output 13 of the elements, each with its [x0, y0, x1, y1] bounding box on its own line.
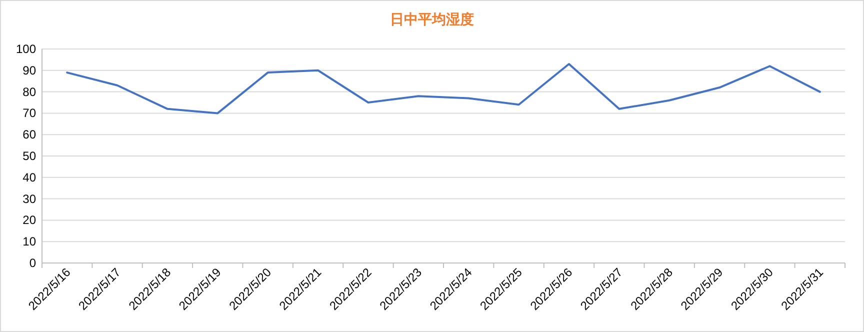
- y-tick-label: 60: [22, 128, 36, 142]
- y-tick-label: 20: [22, 213, 36, 228]
- y-tick-label: 30: [22, 192, 36, 206]
- y-tick-label: 80: [22, 84, 36, 99]
- y-tick-label: 70: [22, 106, 36, 120]
- y-tick-label: 40: [22, 170, 36, 184]
- y-tick-label: 0: [29, 256, 36, 270]
- y-tick-label: 90: [22, 63, 36, 78]
- y-tick-label: 10: [22, 234, 36, 249]
- y-tick-label: 50: [22, 149, 36, 163]
- y-tick-label: 100: [16, 42, 36, 56]
- chart-title: 日中平均湿度: [390, 11, 474, 27]
- line-series: [66, 62, 821, 114]
